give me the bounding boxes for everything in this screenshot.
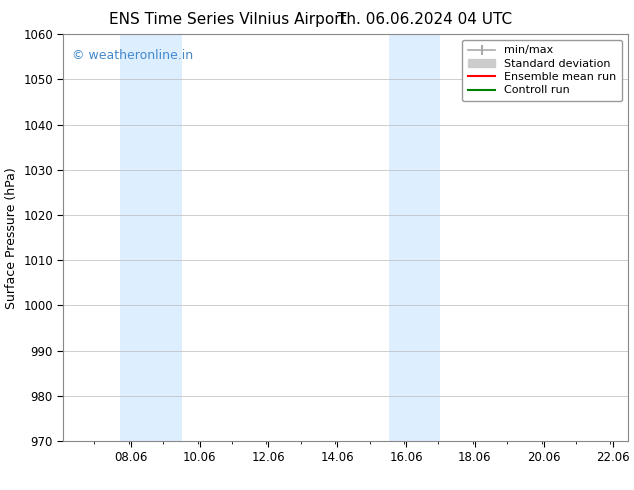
Bar (389, 34, 441, 441)
Y-axis label: Surface Pressure (hPa): Surface Pressure (hPa) (4, 167, 18, 309)
Text: © weatheronline.in: © weatheronline.in (72, 49, 193, 62)
Text: ENS Time Series Vilnius Airport: ENS Time Series Vilnius Airport (110, 12, 347, 27)
Legend: min/max, Standard deviation, Ensemble mean run, Controll run: min/max, Standard deviation, Ensemble me… (462, 40, 622, 101)
Bar (120, 34, 183, 441)
Text: Th. 06.06.2024 04 UTC: Th. 06.06.2024 04 UTC (337, 12, 512, 27)
